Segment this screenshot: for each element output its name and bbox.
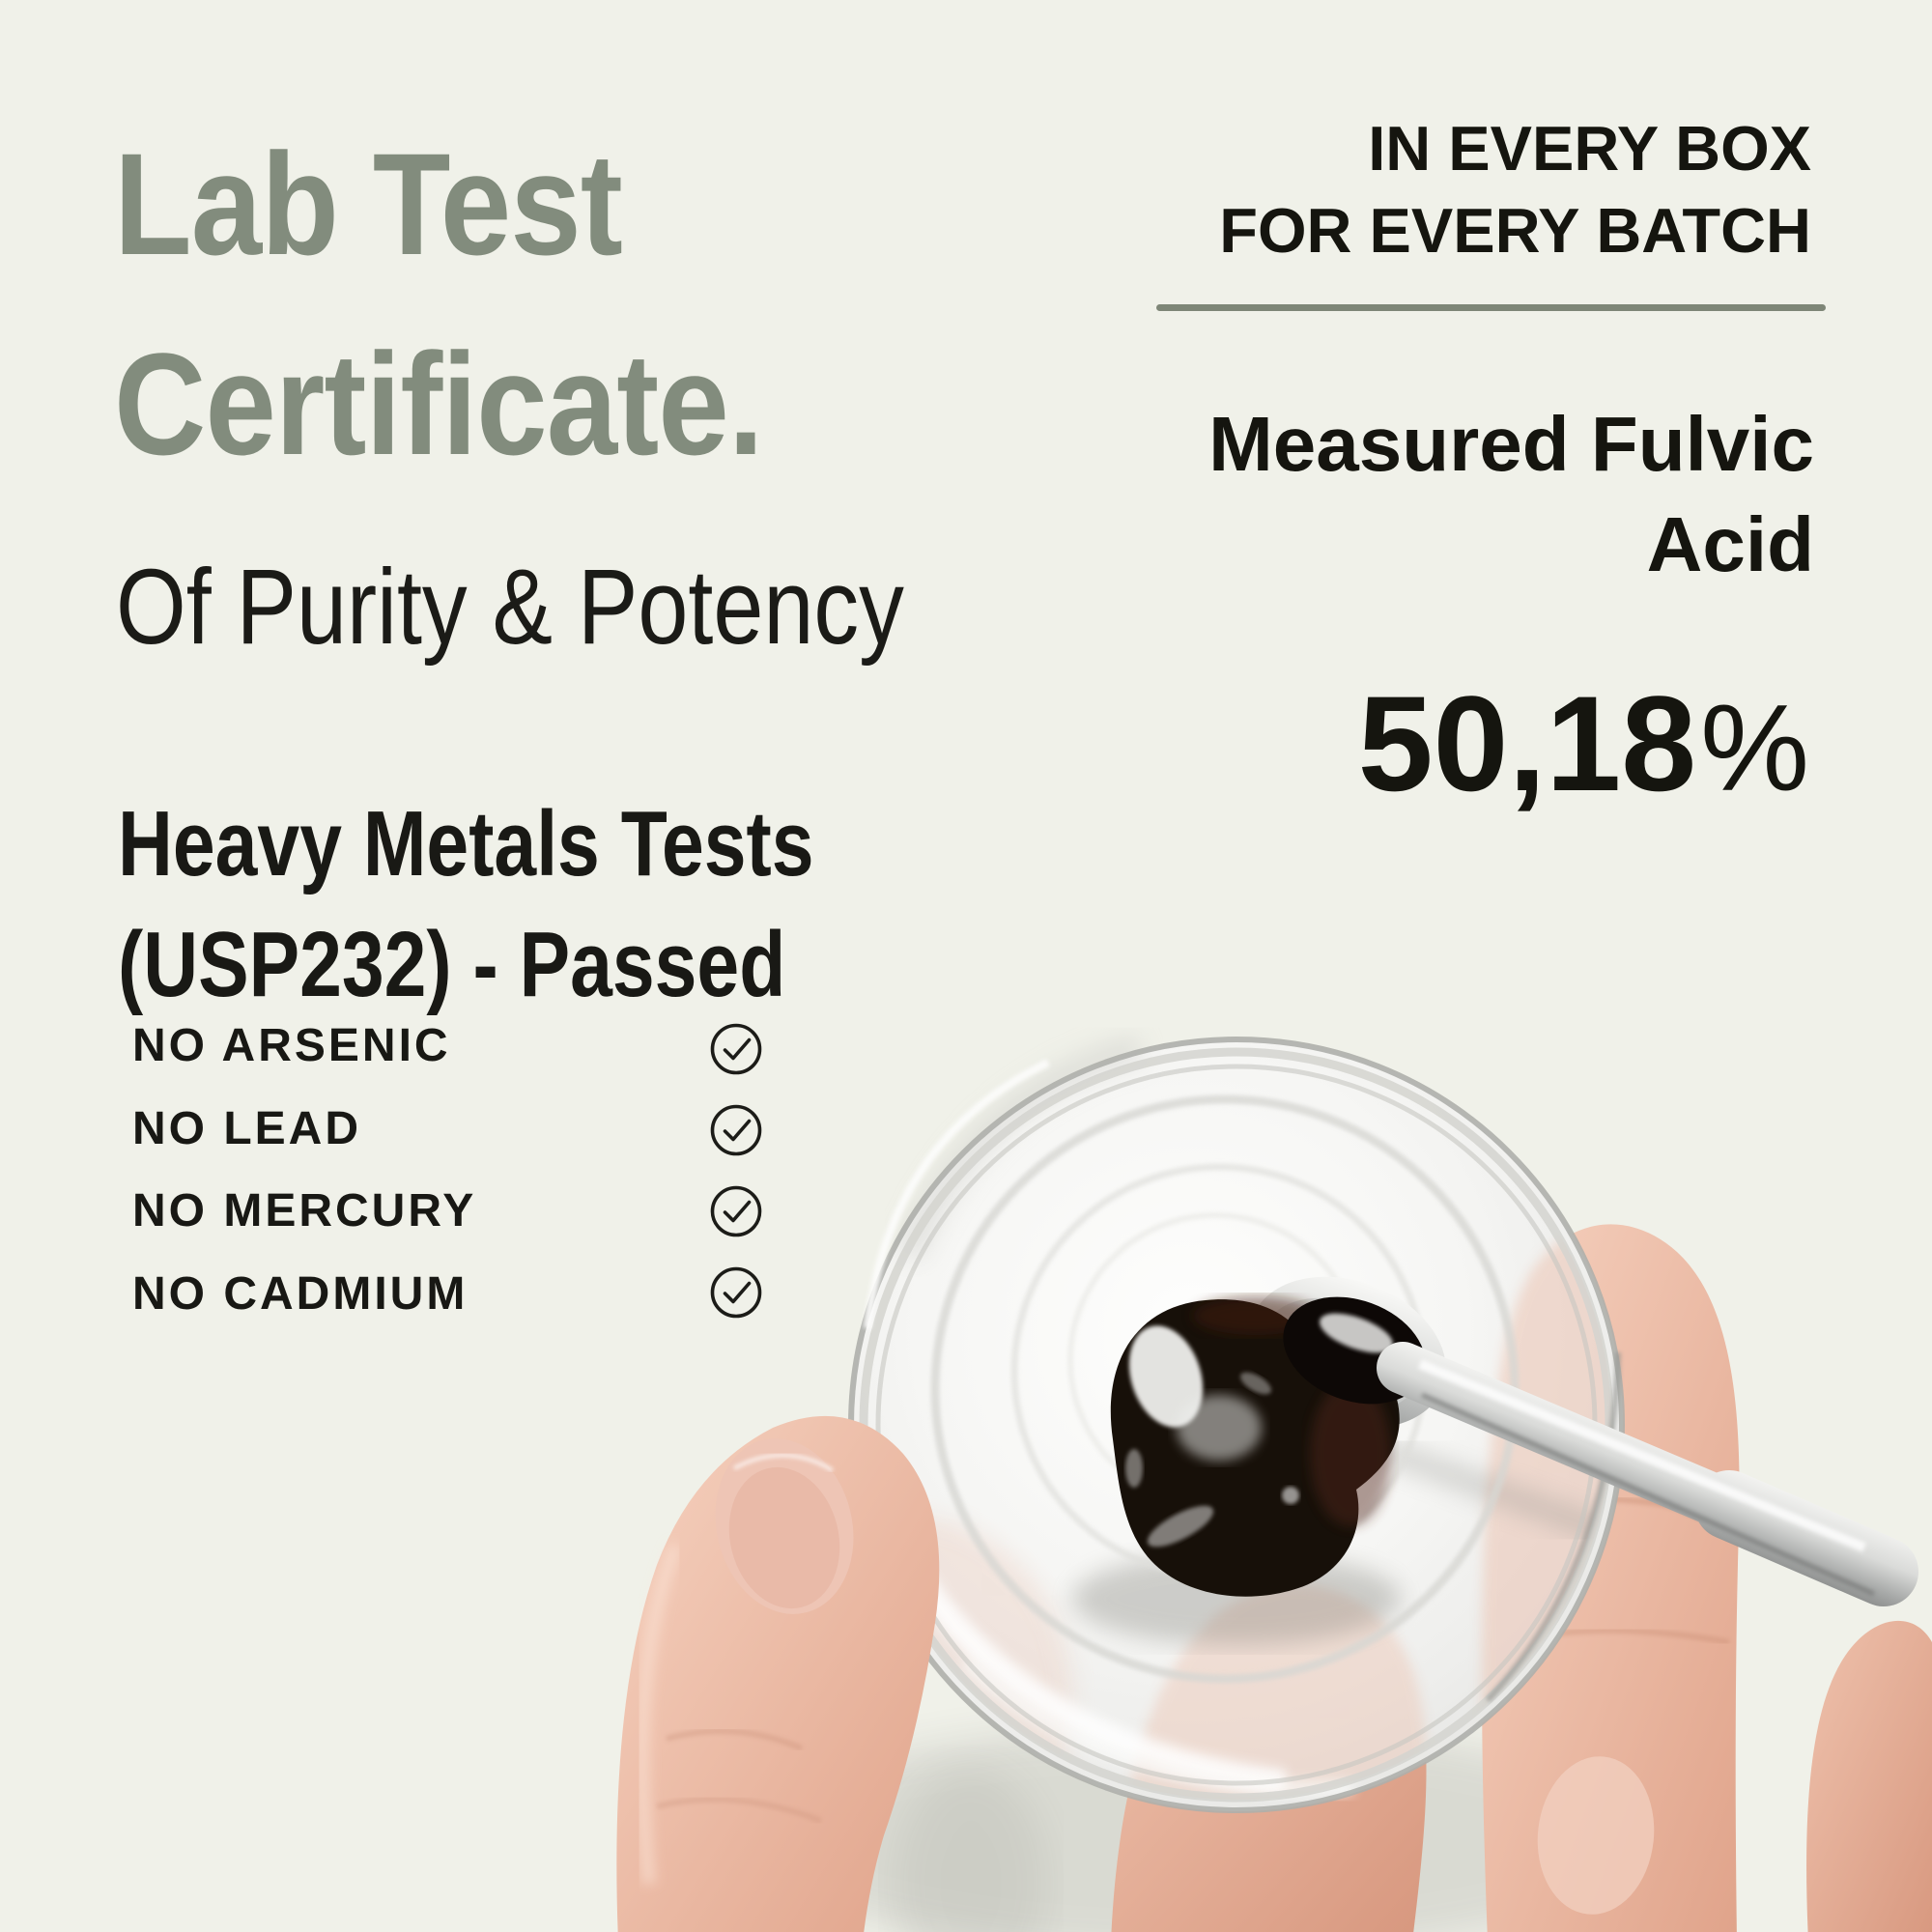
check-circle-icon [710,1104,762,1156]
check-circle-icon [710,1266,762,1319]
tests-heading-line-1: Heavy Metals Tests [118,792,814,895]
subtitle: Of Purity & Potency [116,548,904,667]
fingernail [1537,1756,1655,1915]
page-title-line-1: Lab Test [114,123,623,285]
tests-heading-line-2: (USP232) - Passed [118,912,786,1016]
measured-label-line-1: Measured Fulvic [1208,401,1814,487]
batch-kicker: IN EVERY BOX FOR EVERY BATCH [1219,108,1811,272]
shilajit-resin [1110,1296,1426,1597]
percent-sign: % [1700,679,1809,816]
check-circle-icon [710,1023,762,1075]
divider-line [1156,304,1826,311]
check-circle-icon [710,1185,762,1237]
ring-finger [1806,1620,1932,1932]
fulvic-acid-number: 50,18 [1357,668,1697,819]
batch-kicker-line-2: FOR EVERY BATCH [1219,194,1811,266]
checklist-item-lead: NO LEAD [132,1103,361,1154]
spoon-handle [1377,1342,1918,1606]
checklist-item-cadmium: NO CADMIUM [132,1268,469,1320]
tests-heading: Heavy Metals Tests (USP232) - Passed [118,784,814,1026]
checklist-item-mercury: NO MERCURY [132,1185,477,1236]
page-title: Lab Test Certificate. [114,104,764,504]
page-title-line-2: Certificate. [114,323,764,485]
batch-kicker-line-1: IN EVERY BOX [1368,113,1811,184]
measured-fulvic-label: Measured Fulvic Acid [1208,394,1814,595]
thumb [616,1415,940,1932]
hand-shadow [894,1768,1048,1932]
checklist-item-arsenic: NO ARSENIC [132,1020,451,1071]
measured-label-line-2: Acid [1646,501,1814,587]
fulvic-acid-value: 50,18% [1358,676,1809,811]
